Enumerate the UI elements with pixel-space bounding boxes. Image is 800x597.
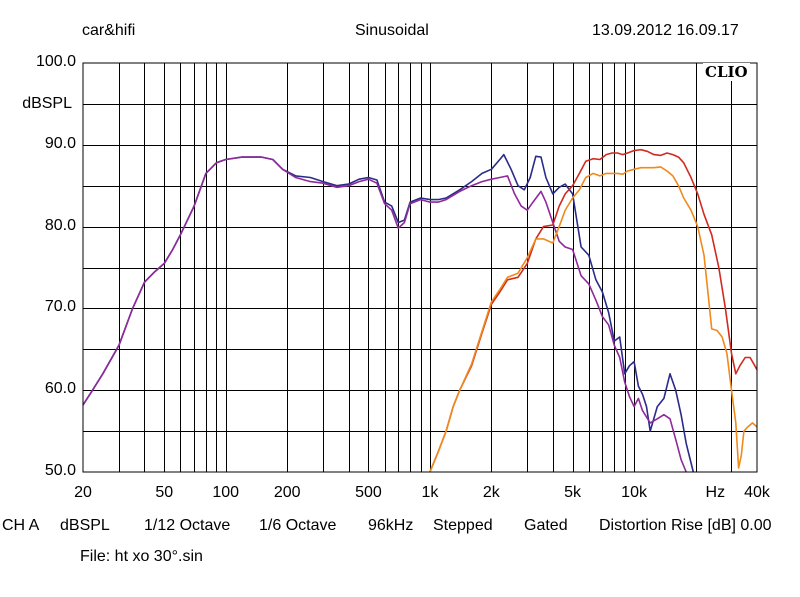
status-gating: Gated xyxy=(524,517,568,534)
y-tick-label: 70.0 xyxy=(44,298,76,316)
header-left-title: car&hifi xyxy=(82,22,136,39)
status-resolution: 1/6 Octave xyxy=(259,517,337,534)
y-axis-unit-label: dBSPL xyxy=(22,95,72,112)
clio-logo: CLIO xyxy=(703,63,750,81)
x-tick-label: 500 xyxy=(355,484,382,501)
series-line-3 xyxy=(429,148,758,473)
x-tick-label: 1k xyxy=(421,484,439,501)
chart-grid xyxy=(83,63,757,472)
x-tick-label: 100 xyxy=(212,484,240,501)
file-name-line: File: ht xo 30°.sin xyxy=(80,548,203,565)
y-tick-label: 60.0 xyxy=(44,380,76,398)
header-measurement-type: Sinusoidal xyxy=(355,22,429,39)
x-tick-label: 50 xyxy=(155,484,174,501)
status-distortion: Distortion Rise [dB] 0.00 xyxy=(599,517,772,534)
x-tick-label: 10k xyxy=(621,484,647,501)
y-tick-label: 90.0 xyxy=(44,134,76,152)
x-tick-label: 5k xyxy=(564,484,582,501)
chart-series-group xyxy=(82,148,758,473)
x-tick-label: Hz xyxy=(705,484,726,501)
series-line-4 xyxy=(429,166,758,473)
status-unit: dBSPL xyxy=(60,517,110,534)
status-sample-rate: 96kHz xyxy=(368,517,414,534)
series-line-2 xyxy=(82,156,687,473)
x-tick-label: 20 xyxy=(74,484,92,501)
plot-frame xyxy=(82,62,758,473)
y-tick-label: 80.0 xyxy=(44,216,76,234)
y-tick-label: 100.0 xyxy=(35,53,76,70)
header-timestamp: 13.09.2012 16.09.17 xyxy=(592,22,739,39)
x-tick-label: 2k xyxy=(482,484,500,501)
y-tick-label: 50.0 xyxy=(44,462,76,479)
status-smoothing: 1/12 Octave xyxy=(144,517,231,534)
x-tick-label: 40k xyxy=(744,484,770,501)
x-tick-label: 200 xyxy=(273,484,301,501)
status-mode: Stepped xyxy=(433,517,493,534)
status-channel: CH A xyxy=(2,517,40,534)
